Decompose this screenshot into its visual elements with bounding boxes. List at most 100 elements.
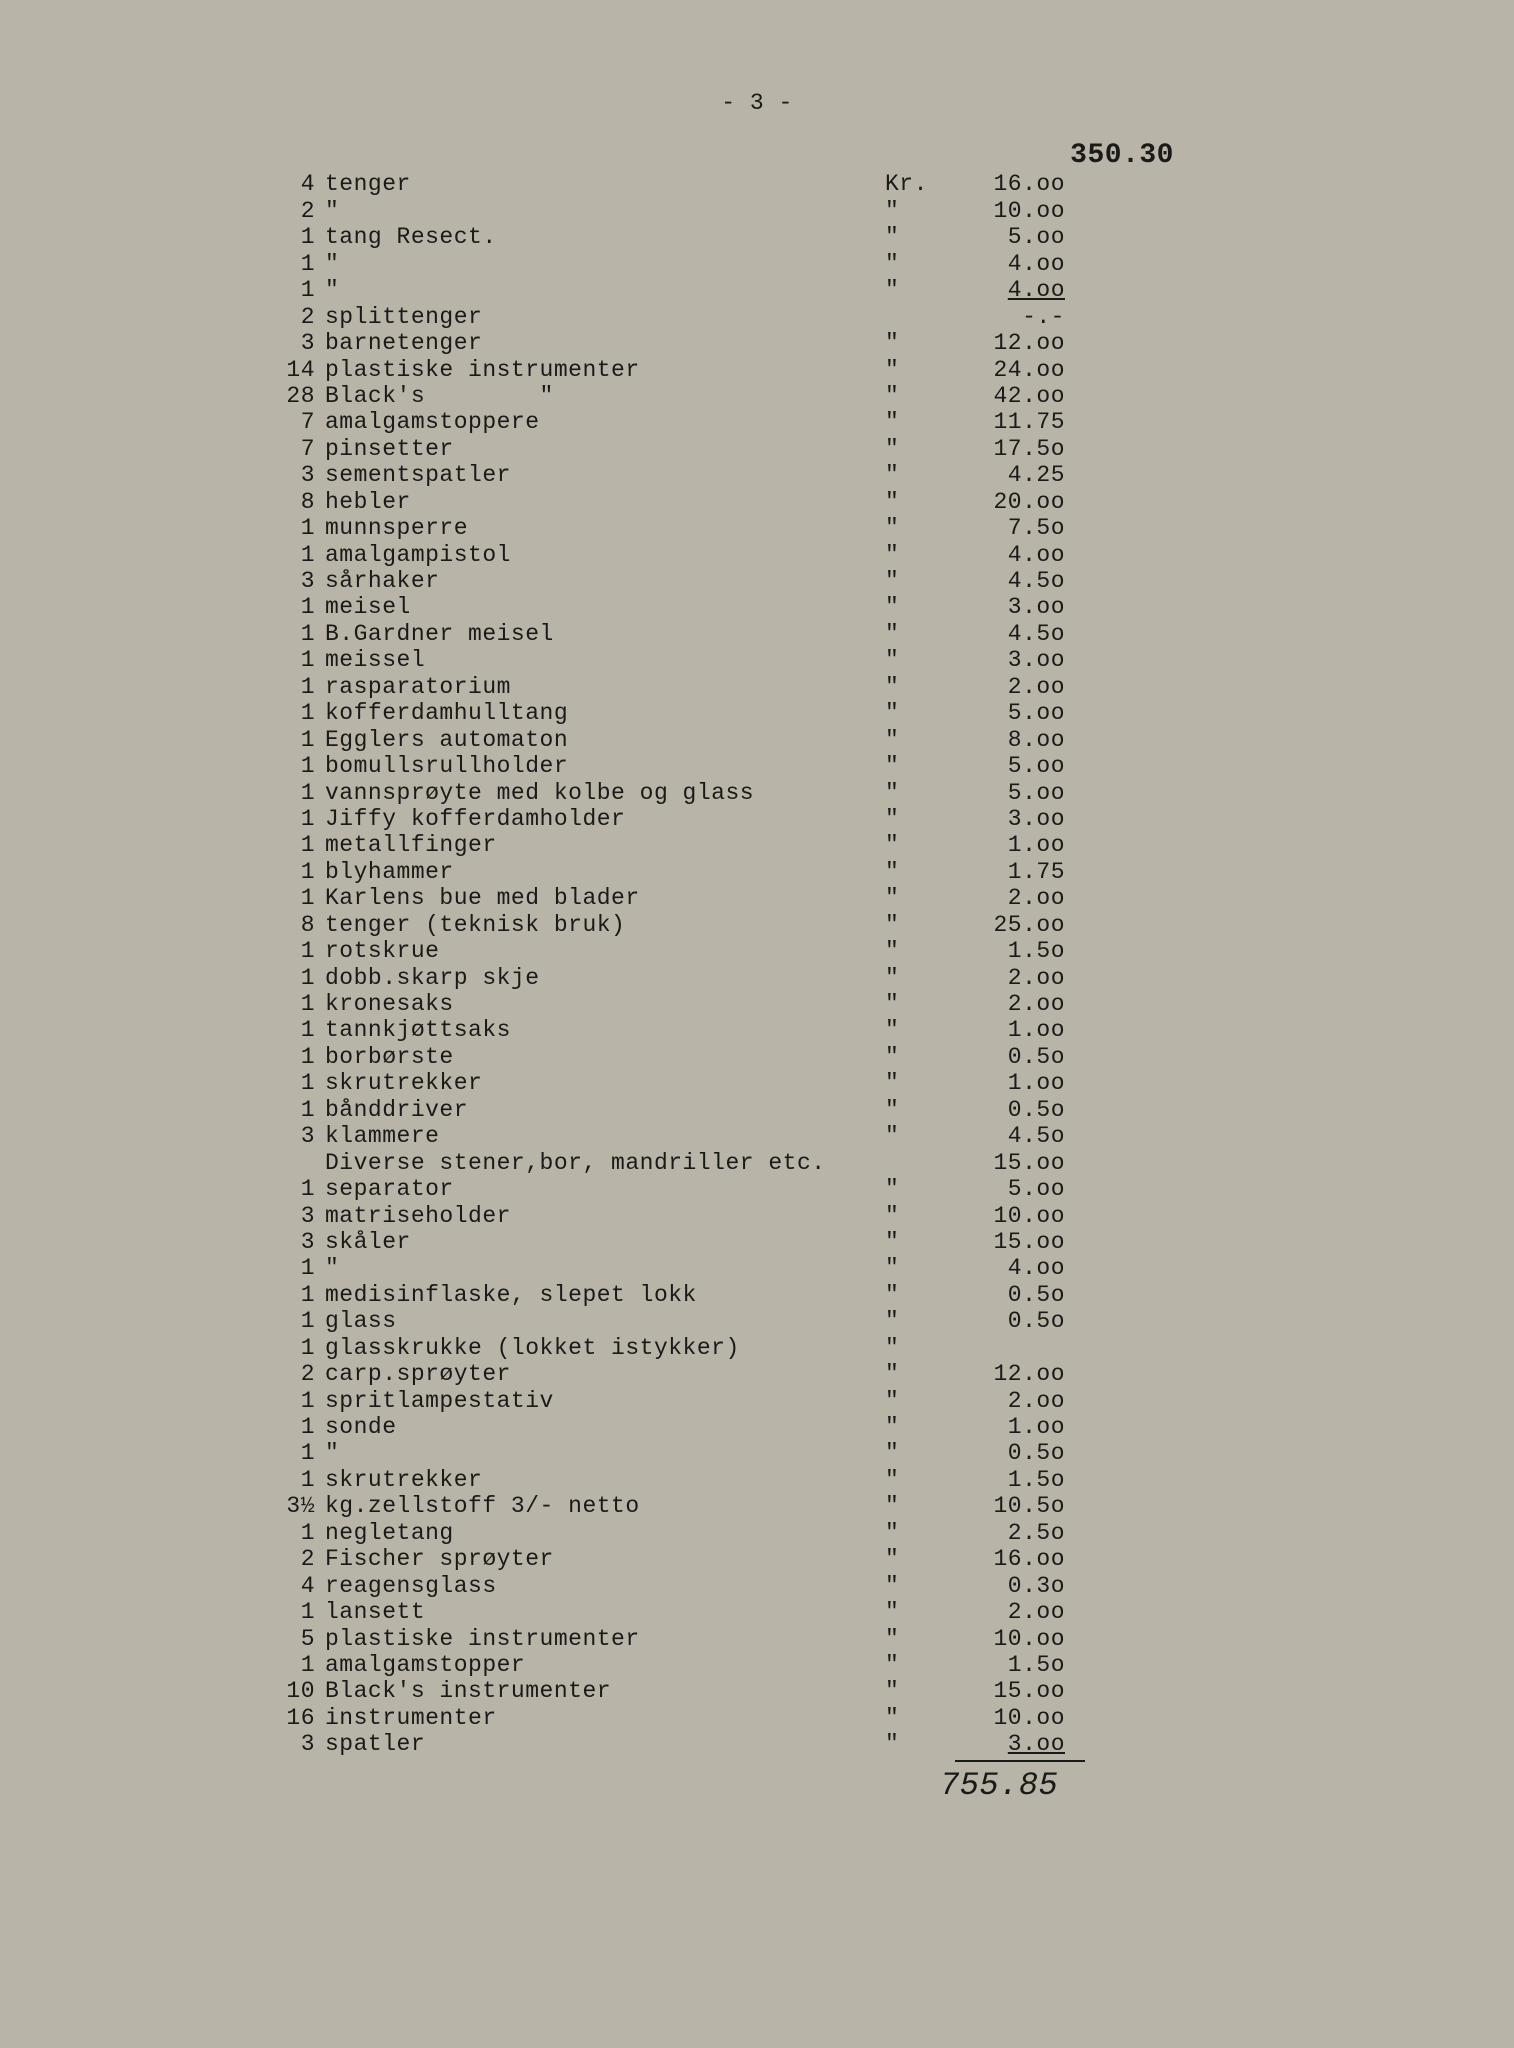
- row-desc: skrutrekker: [325, 1467, 885, 1493]
- row-qty: 1: [260, 674, 325, 700]
- row-price: 10.oo: [955, 1626, 1065, 1652]
- table-row: 1munnsperre"7.5o: [260, 515, 1374, 541]
- row-price: 0.5o: [955, 1440, 1065, 1466]
- row-unit: ": [885, 1176, 955, 1202]
- row-desc: hebler: [325, 489, 885, 515]
- row-desc: tannkjøttsaks: [325, 1017, 885, 1043]
- table-row: 1vannsprøyte med kolbe og glass"5.oo: [260, 780, 1374, 806]
- row-unit: [885, 1150, 955, 1176]
- row-qty: 1: [260, 1255, 325, 1281]
- row-price: 12.oo: [955, 1361, 1065, 1387]
- table-row: Diverse stener,bor, mandriller etc.15.oo: [260, 1150, 1374, 1176]
- row-qty: 1: [260, 1414, 325, 1440]
- table-row: 1kofferdamhulltang"5.oo: [260, 700, 1374, 726]
- row-desc: plastiske instrumenter: [325, 1626, 885, 1652]
- row-desc: pinsetter: [325, 436, 885, 462]
- table-row: 14plastiske instrumenter"24.oo: [260, 357, 1374, 383]
- row-unit: ": [885, 991, 955, 1017]
- row-price: 0.5o: [955, 1308, 1065, 1334]
- table-row: 1Jiffy kofferdamholder"3.oo: [260, 806, 1374, 832]
- table-row: 1kronesaks"2.oo: [260, 991, 1374, 1017]
- row-price: 4.oo: [955, 277, 1065, 303]
- table-row: 1skrutrekker"1.5o: [260, 1467, 1374, 1493]
- row-qty: 1: [260, 1440, 325, 1466]
- row-qty: 2: [260, 198, 325, 224]
- row-qty: 28: [260, 383, 325, 409]
- table-row: 1Karlens bue med blader"2.oo: [260, 885, 1374, 911]
- row-qty: 1: [260, 885, 325, 911]
- row-qty: 1: [260, 806, 325, 832]
- grand-total: 755.85: [940, 1768, 1374, 1805]
- total-section: 755.85: [260, 1760, 1374, 1805]
- table-row: 1meissel"3.oo: [260, 647, 1374, 673]
- row-unit: ": [885, 1467, 955, 1493]
- row-desc: Black's instrumenter: [325, 1678, 885, 1704]
- row-desc: instrumenter: [325, 1705, 885, 1731]
- table-row: 28Black's ""42.oo: [260, 383, 1374, 409]
- total-rule: [955, 1760, 1085, 1764]
- row-desc: skåler: [325, 1229, 885, 1255]
- row-unit: [885, 304, 955, 330]
- table-row: 1borbørste"0.5o: [260, 1044, 1374, 1070]
- row-unit: ": [885, 1440, 955, 1466]
- row-price: 5.oo: [955, 753, 1065, 779]
- table-row: 1amalgamstopper"1.5o: [260, 1652, 1374, 1678]
- row-desc: metallfinger: [325, 832, 885, 858]
- table-row: 1negletang"2.5o: [260, 1520, 1374, 1546]
- row-qty: 4: [260, 171, 325, 197]
- row-price: 10.oo: [955, 1705, 1065, 1731]
- row-unit: ": [885, 1388, 955, 1414]
- row-desc: glass: [325, 1308, 885, 1334]
- row-unit: ": [885, 1123, 955, 1149]
- row-qty: 1: [260, 1308, 325, 1334]
- row-price: 4.oo: [955, 1255, 1065, 1281]
- table-row: 1sonde"1.oo: [260, 1414, 1374, 1440]
- table-row: 3barnetenger"12.oo: [260, 330, 1374, 356]
- row-unit: ": [885, 1626, 955, 1652]
- row-price: 16.oo: [955, 1546, 1065, 1572]
- table-row: 3skåler"15.oo: [260, 1229, 1374, 1255]
- row-desc: meisel: [325, 594, 885, 620]
- row-price: 15.oo: [955, 1678, 1065, 1704]
- row-qty: 1: [260, 621, 325, 647]
- table-row: 2splittenger-.-: [260, 304, 1374, 330]
- row-price: 2.oo: [955, 674, 1065, 700]
- row-unit: ": [885, 1361, 955, 1387]
- row-desc: Jiffy kofferdamholder: [325, 806, 885, 832]
- row-qty: 1: [260, 991, 325, 1017]
- row-qty: 1: [260, 251, 325, 277]
- row-qty: 1: [260, 277, 325, 303]
- row-price: 4.oo: [955, 251, 1065, 277]
- row-unit: ": [885, 753, 955, 779]
- row-unit: ": [885, 1414, 955, 1440]
- row-price: 2.oo: [955, 1599, 1065, 1625]
- row-price: 1.oo: [955, 1414, 1065, 1440]
- row-unit: ": [885, 700, 955, 726]
- table-row: 1bånddriver"0.5o: [260, 1097, 1374, 1123]
- row-unit: ": [885, 251, 955, 277]
- row-unit: ": [885, 515, 955, 541]
- row-desc: Karlens bue med blader: [325, 885, 885, 911]
- row-qty: 1: [260, 938, 325, 964]
- row-desc: skrutrekker: [325, 1070, 885, 1096]
- row-desc: spritlampestativ: [325, 1388, 885, 1414]
- row-price: 3.oo: [955, 647, 1065, 673]
- row-qty: 3: [260, 1229, 325, 1255]
- row-price: 5.oo: [955, 700, 1065, 726]
- row-desc: kronesaks: [325, 991, 885, 1017]
- table-row: 1dobb.skarp skje"2.oo: [260, 965, 1374, 991]
- table-row: 1metallfinger"1.oo: [260, 832, 1374, 858]
- row-qty: 3: [260, 1203, 325, 1229]
- row-desc: barnetenger: [325, 330, 885, 356]
- table-row: 1bomullsrullholder"5.oo: [260, 753, 1374, 779]
- row-price: 1.5o: [955, 938, 1065, 964]
- table-row: 1""0.5o: [260, 1440, 1374, 1466]
- row-desc: sårhaker: [325, 568, 885, 594]
- row-price: 24.oo: [955, 357, 1065, 383]
- row-desc: spatler: [325, 1731, 885, 1757]
- row-qty: 1: [260, 700, 325, 726]
- table-row: 1lansett"2.oo: [260, 1599, 1374, 1625]
- row-unit: ": [885, 1229, 955, 1255]
- row-price: 25.oo: [955, 912, 1065, 938]
- row-desc: ": [325, 1440, 885, 1466]
